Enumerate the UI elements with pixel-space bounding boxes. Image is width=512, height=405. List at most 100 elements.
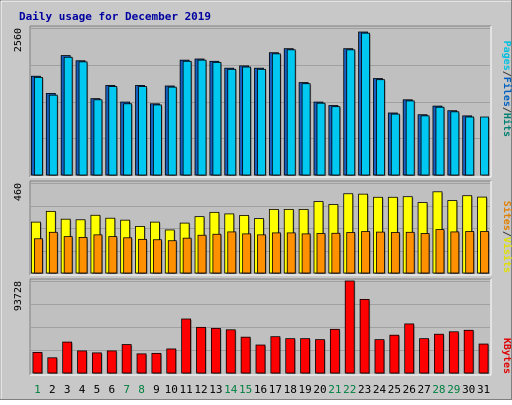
y-max-label: 460	[13, 183, 24, 201]
bar-kbytes	[389, 334, 400, 374]
bar-pages	[48, 94, 58, 176]
bar-pages	[435, 106, 445, 176]
legend-entry: /	[501, 231, 512, 237]
x-tick-label: 17	[269, 383, 282, 396]
bar-pages	[257, 68, 266, 176]
chart-title: Daily usage for December 2019	[19, 10, 211, 23]
bar-kbytes	[270, 336, 281, 374]
x-tick-label: 14	[224, 383, 238, 396]
bar-pages	[480, 116, 489, 176]
x-tick-label: 19	[298, 383, 311, 396]
bar-kbytes	[255, 344, 266, 374]
bar-sites	[257, 234, 266, 274]
bar-kbytes	[463, 329, 474, 374]
bar-kbytes	[300, 338, 311, 374]
bar-pages	[108, 86, 118, 176]
bar-pages	[227, 68, 237, 176]
bar-kbytes	[329, 328, 340, 374]
bar-kbytes	[121, 344, 132, 374]
legend-entry: /	[501, 71, 512, 77]
x-tick-label: 23	[358, 383, 371, 396]
bar-pages	[212, 62, 222, 176]
bar-sites	[316, 233, 326, 274]
x-tick-label: 28	[432, 383, 445, 396]
bar-kbytes	[196, 326, 206, 374]
y-max-label: 93728	[13, 281, 24, 311]
legend-entry: Hits	[501, 113, 512, 137]
bar-pages	[361, 32, 370, 176]
panel-visits: 460 Sites/Visits	[13, 180, 512, 276]
x-tick-label: 21	[328, 383, 341, 396]
bar-kbytes	[32, 351, 43, 374]
bar-sites	[465, 231, 475, 274]
x-tick-label: 8	[138, 383, 145, 396]
bar-pages	[93, 99, 103, 176]
legend-visits: Sites/Visits	[501, 201, 512, 273]
bar-sites	[123, 237, 133, 274]
x-tick-label: 7	[123, 383, 130, 396]
bar-sites	[390, 232, 400, 274]
bar-kbytes	[344, 280, 355, 374]
bar-pages	[376, 79, 385, 176]
chart-panels: 2560Pages/Files/Hits460Sites/Visits93728…	[13, 25, 512, 376]
x-tick-label: 1	[34, 383, 41, 396]
bar-kbytes	[478, 343, 489, 374]
bar-pages	[34, 76, 43, 176]
bar-sites	[480, 231, 489, 274]
x-axis-labels: 1 2 3 4 5 6 7 8 9 10 11 12 13 14 15 16 17 18 19 20 21 22 23 24 2…	[34, 383, 490, 396]
bar-pages	[405, 100, 415, 176]
legend-entry: /	[501, 107, 512, 113]
x-tick-label: 27	[417, 383, 430, 396]
bar-pages	[123, 103, 133, 176]
bar-sites	[138, 238, 147, 274]
bar-kbytes	[77, 350, 87, 374]
bar-kbytes	[285, 338, 296, 374]
bar-sites	[153, 239, 162, 274]
bar-sites	[93, 234, 103, 274]
bar-sites	[108, 236, 118, 274]
bar-sites	[212, 233, 222, 274]
x-tick-label: 5	[94, 383, 101, 396]
bar-pages	[390, 113, 400, 176]
bar-sites	[34, 238, 43, 274]
bar-pages	[301, 83, 311, 176]
bar-pages	[153, 104, 162, 176]
bar-sites	[78, 236, 88, 274]
bar-pages	[167, 86, 177, 176]
bar-kbytes	[359, 298, 370, 374]
bar-pages	[316, 102, 326, 176]
x-tick-label: 31	[477, 383, 490, 396]
legend-entry: KBytes	[501, 338, 512, 374]
x-tick-label: 30	[462, 383, 475, 396]
bar-kbytes	[181, 318, 192, 374]
bar-kbytes	[92, 352, 102, 374]
bar-sites	[182, 237, 192, 274]
bar-kbytes	[151, 352, 162, 374]
x-tick-label: 4	[79, 383, 86, 396]
bar-kbytes	[225, 329, 236, 374]
bar-sites	[450, 231, 460, 274]
bar-pages	[138, 86, 147, 176]
bar-sites	[63, 236, 73, 274]
bar-pages	[346, 49, 356, 176]
legend-entry: Visits	[501, 237, 512, 273]
bar-kbytes	[448, 331, 459, 374]
bar-kbytes	[166, 348, 177, 374]
bar-pages	[63, 56, 73, 176]
bar-kbytes	[62, 341, 73, 374]
x-tick-label: 11	[180, 383, 193, 396]
x-tick-label: 22	[343, 383, 356, 396]
x-tick-label: 26	[403, 383, 416, 396]
bar-sites	[420, 233, 430, 274]
bar-sites	[346, 232, 356, 274]
x-tick-label: 2	[49, 383, 56, 396]
x-tick-label: 18	[284, 383, 297, 396]
bar-sites	[376, 231, 385, 274]
bar-kbytes	[47, 357, 58, 374]
x-tick-label: 10	[165, 383, 178, 396]
bar-sites	[301, 233, 311, 274]
bar-sites	[197, 234, 207, 274]
bar-sites	[227, 231, 237, 274]
